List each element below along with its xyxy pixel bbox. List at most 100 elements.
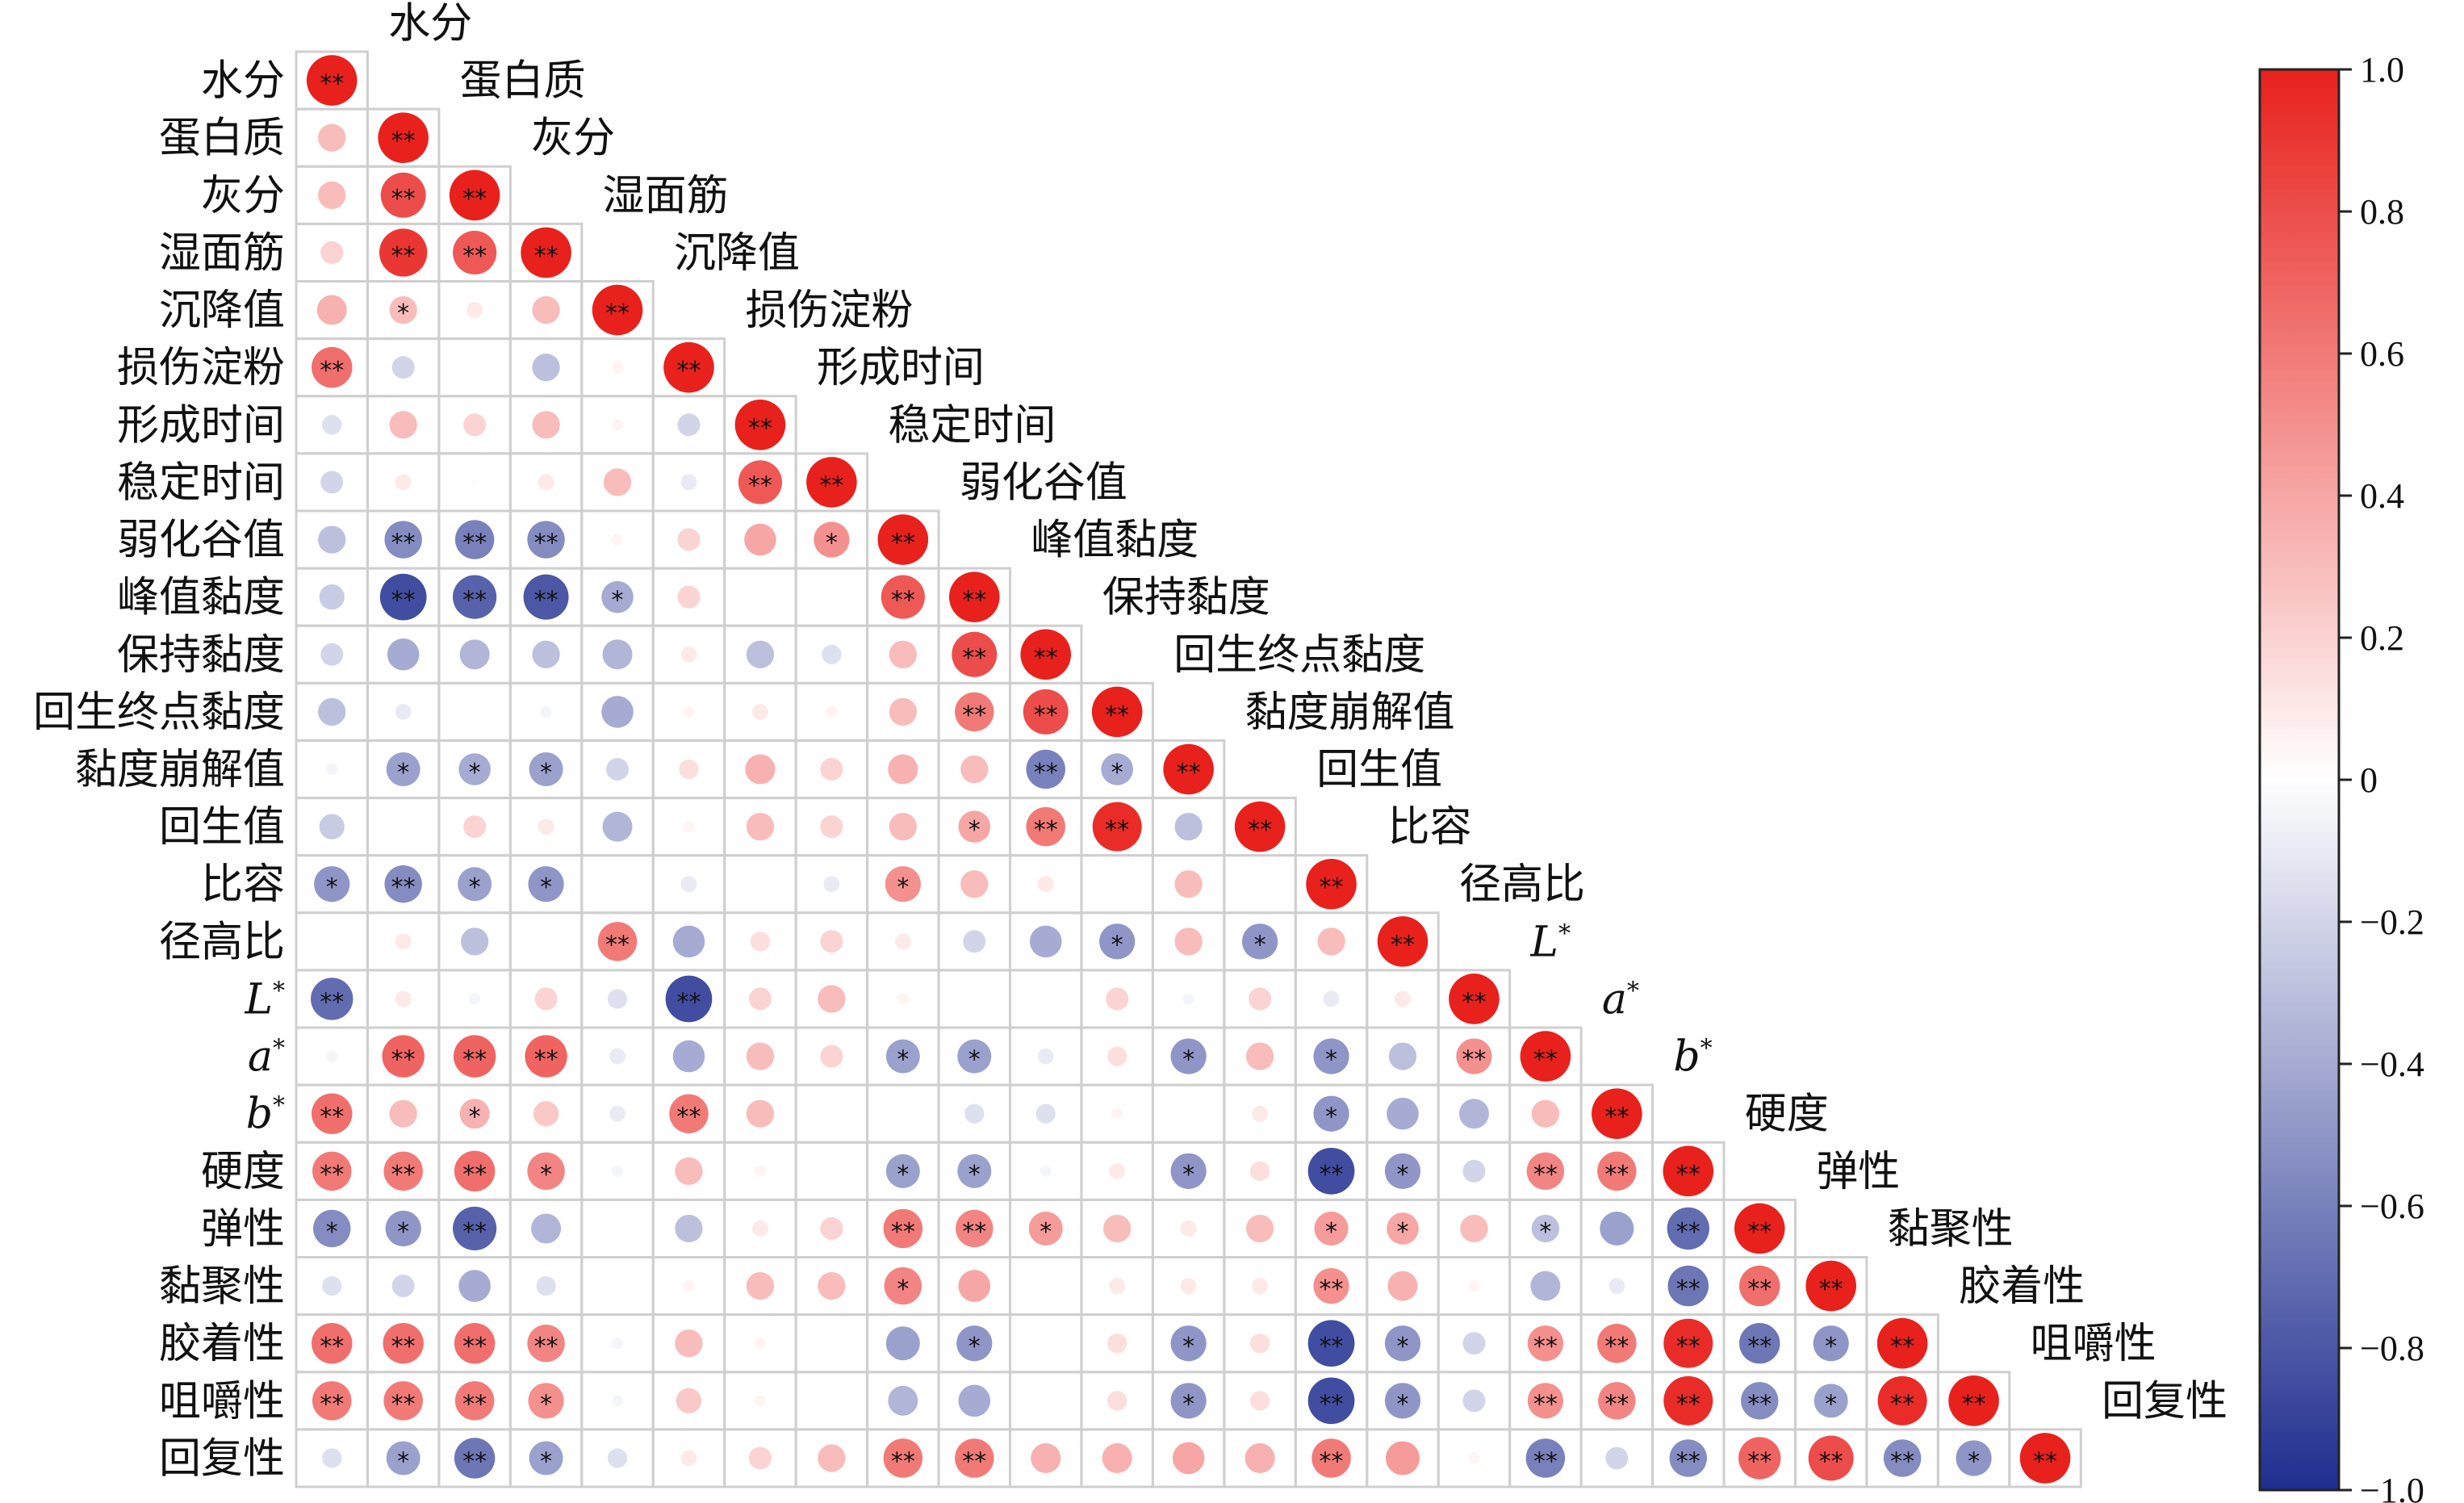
significance-mark: *: [540, 1390, 552, 1418]
significance-mark: *: [469, 873, 481, 902]
correlation-circle: [1738, 1322, 1780, 1364]
correlation-circle: [1598, 1382, 1636, 1420]
diagonal-label: L*: [1529, 918, 1571, 966]
row-label: 保持黏度: [117, 631, 285, 680]
significance-mark: **: [1177, 759, 1201, 787]
diagonal-label: b*: [1673, 1033, 1712, 1082]
diagonal-label: 稳定时间: [888, 401, 1056, 450]
significance-mark: **: [391, 242, 416, 270]
colorbar-tick-label: 0.8: [2360, 192, 2404, 232]
significance-mark: **: [1320, 1447, 1344, 1476]
correlation-circle: [602, 811, 633, 842]
grid-cell: [1080, 854, 1154, 915]
significance-mark: **: [1819, 1447, 1843, 1476]
significance-mark: *: [1325, 1046, 1337, 1074]
significance-mark: **: [462, 242, 487, 270]
correlation-circle: [389, 295, 417, 324]
correlation-circle: [383, 1151, 423, 1191]
significance-mark: *: [1968, 1447, 1980, 1476]
correlation-circle: [1028, 1211, 1063, 1246]
significance-mark: **: [605, 299, 630, 328]
row-label: 比容: [201, 860, 285, 909]
correlation-circle: [883, 1208, 923, 1249]
significance-mark: **: [391, 530, 416, 558]
correlation-circle: [1170, 1325, 1207, 1362]
significance-mark: **: [891, 1447, 915, 1476]
correlation-circle: [746, 640, 775, 668]
row-label: 硬度: [201, 1148, 285, 1196]
correlation-circle: [395, 990, 412, 1007]
grid-cell: [1009, 969, 1083, 1029]
correlation-circle: [1313, 1038, 1349, 1074]
correlation-circle: [529, 752, 563, 786]
significance-mark: *: [540, 1161, 552, 1189]
significance-mark: **: [1676, 1447, 1701, 1476]
significance-mark: *: [1825, 1390, 1837, 1418]
significance-mark: **: [462, 1046, 487, 1074]
grid-cell: [580, 1256, 655, 1317]
correlation-circle: [320, 643, 344, 666]
significance-mark: **: [1034, 644, 1058, 672]
correlation-circle: [1313, 1267, 1349, 1304]
significance-mark: **: [1462, 988, 1486, 1016]
significance-mark: **: [1533, 1390, 1558, 1418]
correlation-circle: [1525, 1438, 1566, 1478]
correlation-circle: [454, 1381, 495, 1421]
correlation-circle: [680, 474, 697, 491]
colorbar-gradient: [2258, 68, 2341, 1492]
correlation-circle: [379, 228, 428, 277]
correlation-circle: [316, 295, 347, 325]
diagonal-label: 湿面筋: [603, 172, 729, 220]
correlation-circle: [754, 1338, 766, 1350]
correlation-circle: [383, 1322, 424, 1364]
significance-mark: *: [1111, 931, 1123, 959]
significance-mark: *: [540, 873, 552, 902]
correlation-circle: [734, 399, 786, 450]
correlation-circle: [955, 692, 994, 732]
correlation-circle: [469, 993, 481, 1005]
grid-cell: [1009, 1313, 1083, 1374]
correlation-circle: [1597, 1151, 1637, 1191]
correlation-circle: [683, 821, 695, 833]
correlation-circle: [454, 1322, 496, 1364]
correlation-circle: [1384, 1325, 1421, 1362]
significance-mark: *: [1396, 1390, 1408, 1418]
significance-mark: **: [962, 701, 986, 730]
grid-cell: [580, 1198, 655, 1259]
correlation-circle: [877, 514, 929, 565]
grid-cell: [866, 1083, 940, 1144]
significance-mark: *: [897, 873, 909, 902]
correlation-circle: [459, 1099, 490, 1129]
correlation-circle: [1107, 1391, 1127, 1411]
grid-cell: [1009, 1256, 1083, 1317]
correlation-circle: [1663, 1145, 1714, 1197]
diagonal-label: 蛋白质: [460, 57, 586, 106]
correlation-circle: [680, 1450, 697, 1467]
significance-mark: **: [676, 357, 701, 385]
correlation-circle: [1384, 1383, 1421, 1419]
correlation-circle: [1384, 1153, 1421, 1189]
significance-marks: ****** **** ** *** **** ****** **** ** ** * **** **…: [320, 70, 2057, 1476]
correlation-circle: [612, 1338, 624, 1350]
significance-mark: **: [891, 1218, 915, 1246]
correlation-circle: [1107, 1333, 1127, 1354]
grid-cell: [723, 567, 797, 627]
correlation-circle: [528, 1383, 564, 1419]
diagonal-label: 回生值: [1316, 746, 1442, 794]
correlation-circle: [1035, 1103, 1056, 1124]
correlation-circle: [538, 474, 554, 491]
correlation-circle: [1249, 1161, 1270, 1181]
correlation-circle: [818, 985, 846, 1013]
correlation-circle: [449, 170, 500, 221]
correlation-circle: [607, 1448, 628, 1468]
correlation-circle: [663, 341, 714, 393]
correlation-circle: [1458, 1099, 1489, 1129]
significance-mark: **: [320, 357, 344, 385]
correlation-circle: [463, 413, 487, 437]
correlation-circle: [533, 1101, 559, 1127]
correlation-circle: [952, 631, 998, 677]
correlation-circle: [888, 754, 918, 785]
row-label: 胶着性: [159, 1320, 285, 1368]
correlation-circle: [1099, 923, 1136, 960]
